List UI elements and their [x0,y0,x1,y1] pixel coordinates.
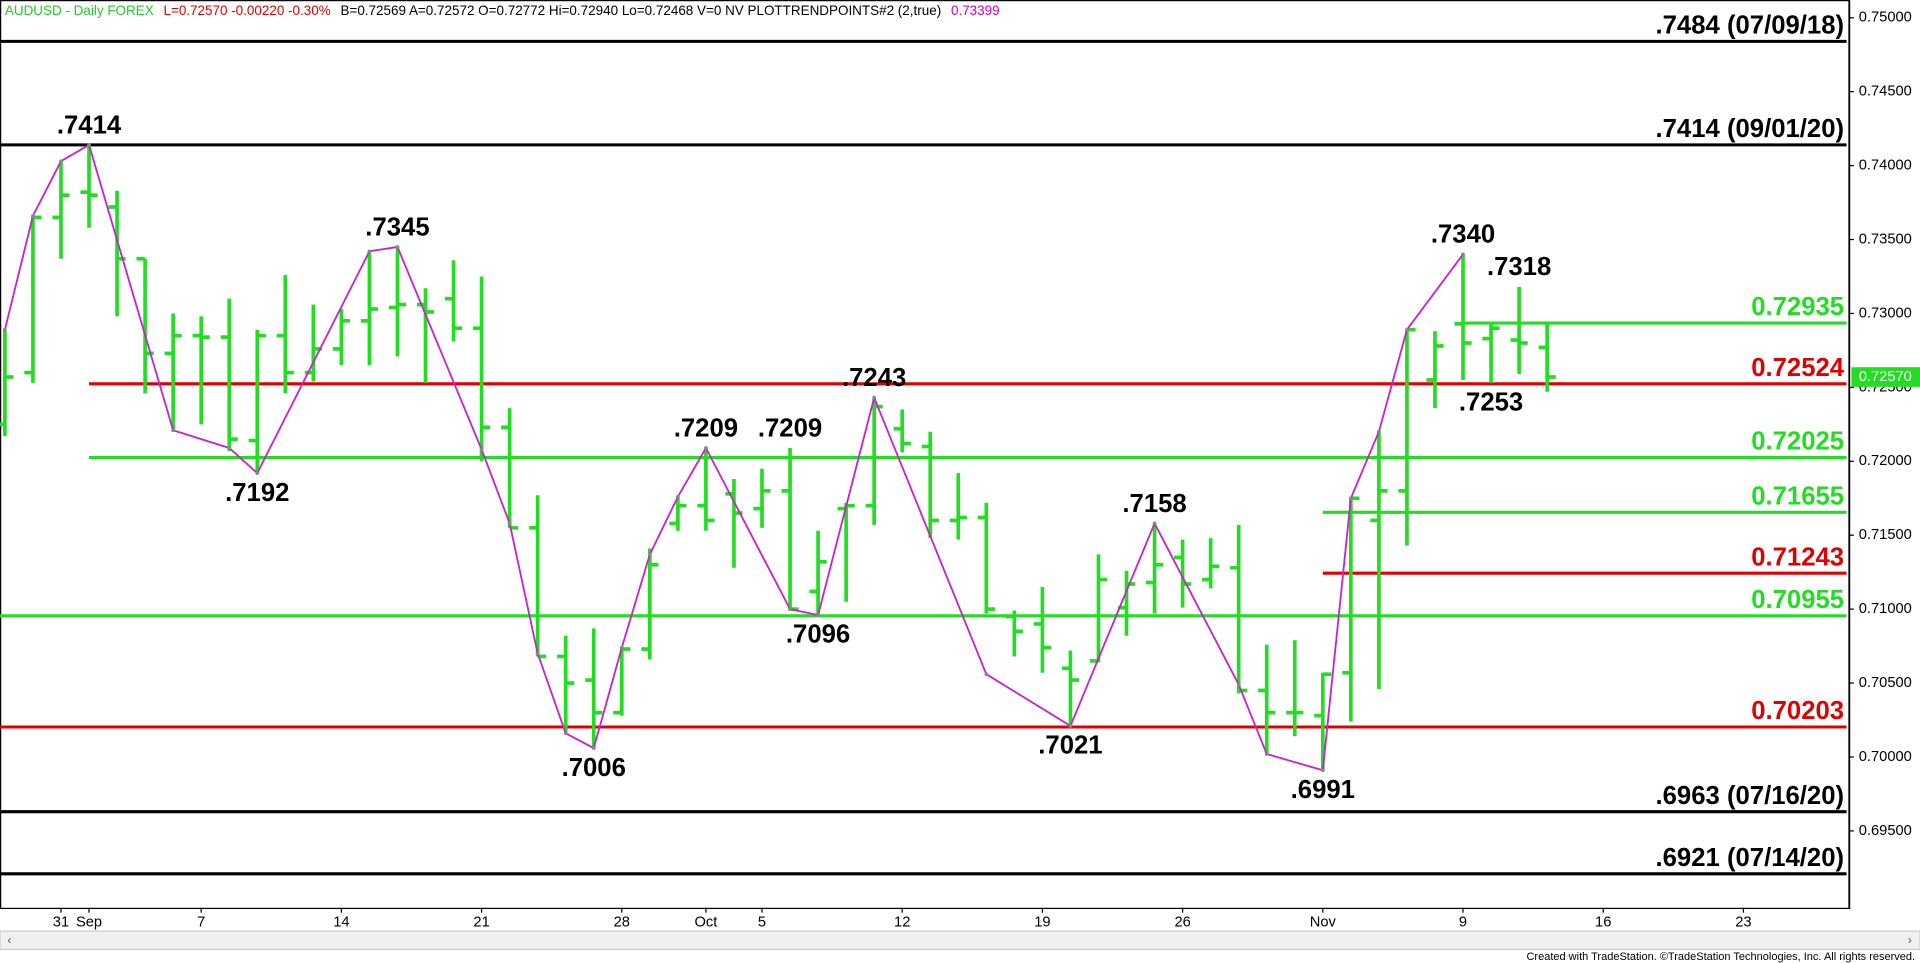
header: AUDUSD - Daily FOREX L=0.72570 -0.00220 -… [5,3,1000,18]
trend-point [87,143,91,147]
trend-point [872,395,876,400]
trend-point [676,494,680,499]
trend-point [1349,496,1353,501]
y-tick-label: 0.73000 [1859,305,1912,321]
trend-point [648,552,652,557]
x-tick-label: 14 [333,914,349,930]
level-label: 0.72524 [1751,354,1845,382]
level-label: .7414 (09/01/20) [1656,115,1845,143]
x-tick-label: 5 [758,914,766,930]
x-tick-label: Nov [1310,914,1337,930]
trend-point [619,645,624,650]
trend-point [1264,752,1269,756]
trend-point [1068,724,1073,728]
trend-point [563,731,568,736]
level-label: .6921 (07/14/20) [1656,844,1845,872]
trend-point [479,447,484,452]
trend-point [1320,768,1325,773]
trend-point [255,471,260,475]
y-tick-label: 0.70500 [1859,675,1912,691]
pivot-label: .7209 [758,414,822,442]
pivot-label: .7158 [1122,490,1186,518]
trend-point [1461,252,1465,257]
level-label: 0.71243 [1751,543,1844,571]
x-tick-label: 21 [473,914,489,930]
x-tick-label: 7 [197,914,205,930]
level-label: 0.71655 [1751,482,1844,510]
pivot-label: .6991 [1291,776,1355,804]
pivot-label: .7192 [225,479,289,507]
header-part: L=0.72570 -0.00220 -0.30% [163,3,330,18]
x-tick-label: 16 [1595,914,1611,930]
y-tick-label: 0.74000 [1859,157,1912,173]
level-label: .7484 (07/09/18) [1656,11,1845,39]
scroll-left[interactable]: ‹ [7,933,11,947]
level-label: 0.70203 [1751,697,1844,725]
x-tick-label: 9 [1459,914,1467,930]
y-tick-label: 0.69500 [1859,823,1912,839]
trend-point [788,607,792,611]
level-label: 0.72025 [1751,428,1844,456]
y-tick-label: 0.71500 [1859,527,1912,543]
level-label: 0.70955 [1751,586,1844,614]
x-tick-label: 31 [53,914,69,930]
pivot-label: .7253 [1459,389,1523,417]
x-tick-label: 12 [894,914,910,930]
x-tick-label: 19 [1034,914,1050,930]
scroll-right[interactable]: › [1908,933,1912,947]
pivot-label: .7340 [1431,221,1495,249]
trend-point [704,446,708,450]
trend-point [395,245,400,249]
x-tick-label: 28 [614,914,630,930]
trend-point [535,651,540,656]
pivot-label: .7345 [365,213,429,241]
trend-point [59,159,63,163]
scrollbar[interactable] [0,930,1920,951]
trend-point [816,613,820,617]
price-box-label: 0.72570 [1859,369,1912,385]
header-part: B=0.72569 A=0.72572 O=0.72772 Hi=0.72940… [340,3,941,18]
pivot-label: .7006 [562,754,626,782]
header-part: 0.73399 [951,3,1000,18]
x-tick-label: Sep [76,914,102,930]
pivot-label: .7209 [674,414,738,442]
y-tick-label: 0.70000 [1859,749,1912,765]
footer: Created with TradeStation. ©TradeStation… [1526,951,1915,963]
trend-point [3,327,7,332]
trend-point [984,672,989,677]
price-box [1851,367,1920,387]
trend-point [171,428,175,433]
trend-point [367,249,372,254]
header-part: AUDUSD - Daily FOREX [5,3,154,18]
trend-point [1377,429,1381,434]
trend-point [227,446,232,450]
pivot-label: .7243 [842,364,906,392]
x-tick-label: Oct [694,914,717,930]
pivot-label: .7021 [1038,732,1102,760]
trend-point [31,214,35,218]
y-tick-label: 0.72000 [1859,453,1912,469]
y-tick-label: 0.74500 [1859,84,1912,100]
trend-point [1405,327,1409,332]
y-tick-label: 0.71000 [1859,601,1912,617]
y-tick-label: 0.73500 [1859,231,1912,247]
trend-point [591,746,596,750]
pivot-label: .7414 [57,111,122,139]
trend-point [1236,682,1241,687]
x-tick-label: 26 [1174,914,1190,930]
y-tick-label: 0.75000 [1859,10,1912,26]
trend-point [1152,521,1157,526]
level-label: 0.72935 [1751,293,1844,321]
level-label: .6963 (07/16/20) [1656,782,1845,810]
pivot-label: .7318 [1487,253,1551,281]
trend-point [507,521,512,526]
x-tick-label: 23 [1735,914,1751,930]
pivot-label: .7096 [786,621,850,649]
